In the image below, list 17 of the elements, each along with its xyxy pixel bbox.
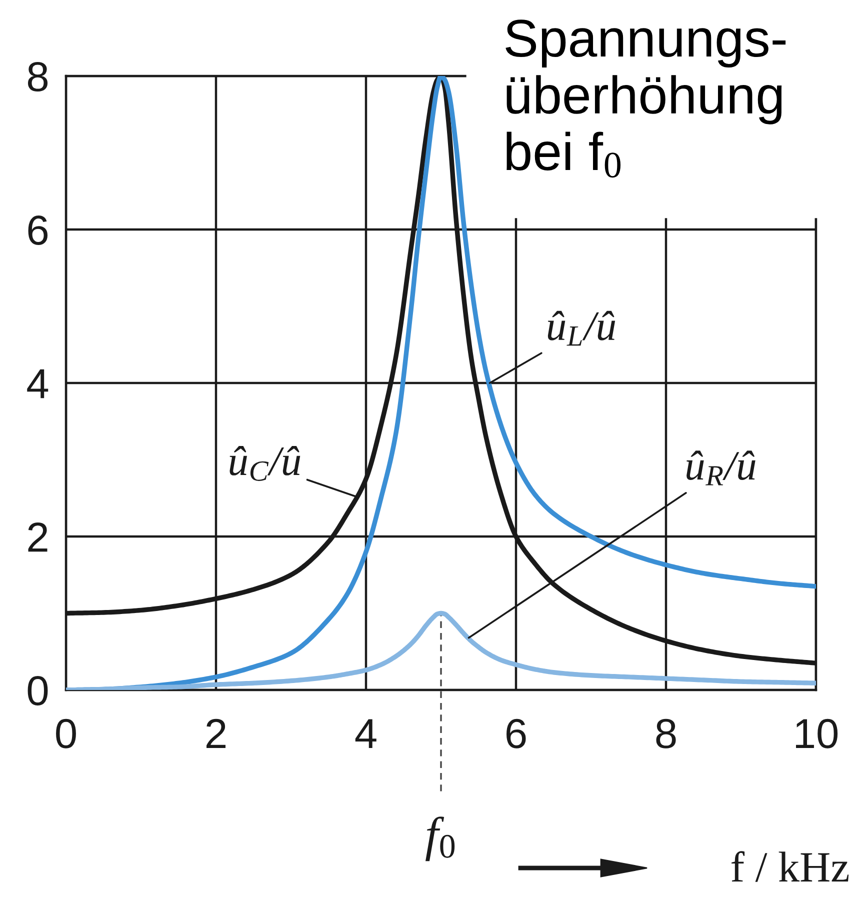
x-tick-label: 4 [355,719,376,748]
x-tick-label: 0 [56,718,76,748]
ref-line-label: f$_{0}$ [426,816,455,862]
x-tick-label: 8 [656,718,676,748]
y-tick-label: 0 [28,676,48,706]
annotation: û$_{R}$/û [686,450,756,486]
annotation: û$_{L}$/û [548,310,616,346]
y-tick-label: 4 [27,369,48,398]
annotation: Spannungs- überhöhung bei f$_{0}$ [506,20,786,178]
x-tick-label: 10 [796,718,838,748]
y-tick-label: 6 [28,216,48,246]
y-tick-label: 8 [28,62,48,92]
annotation: û$_{C}$/û [230,446,300,481]
y-tick-label: 2 [28,522,48,552]
x-tick-label: 6 [506,718,526,748]
x-tick-label: 2 [206,718,226,748]
x-axis-title: f / kHz [732,851,849,882]
